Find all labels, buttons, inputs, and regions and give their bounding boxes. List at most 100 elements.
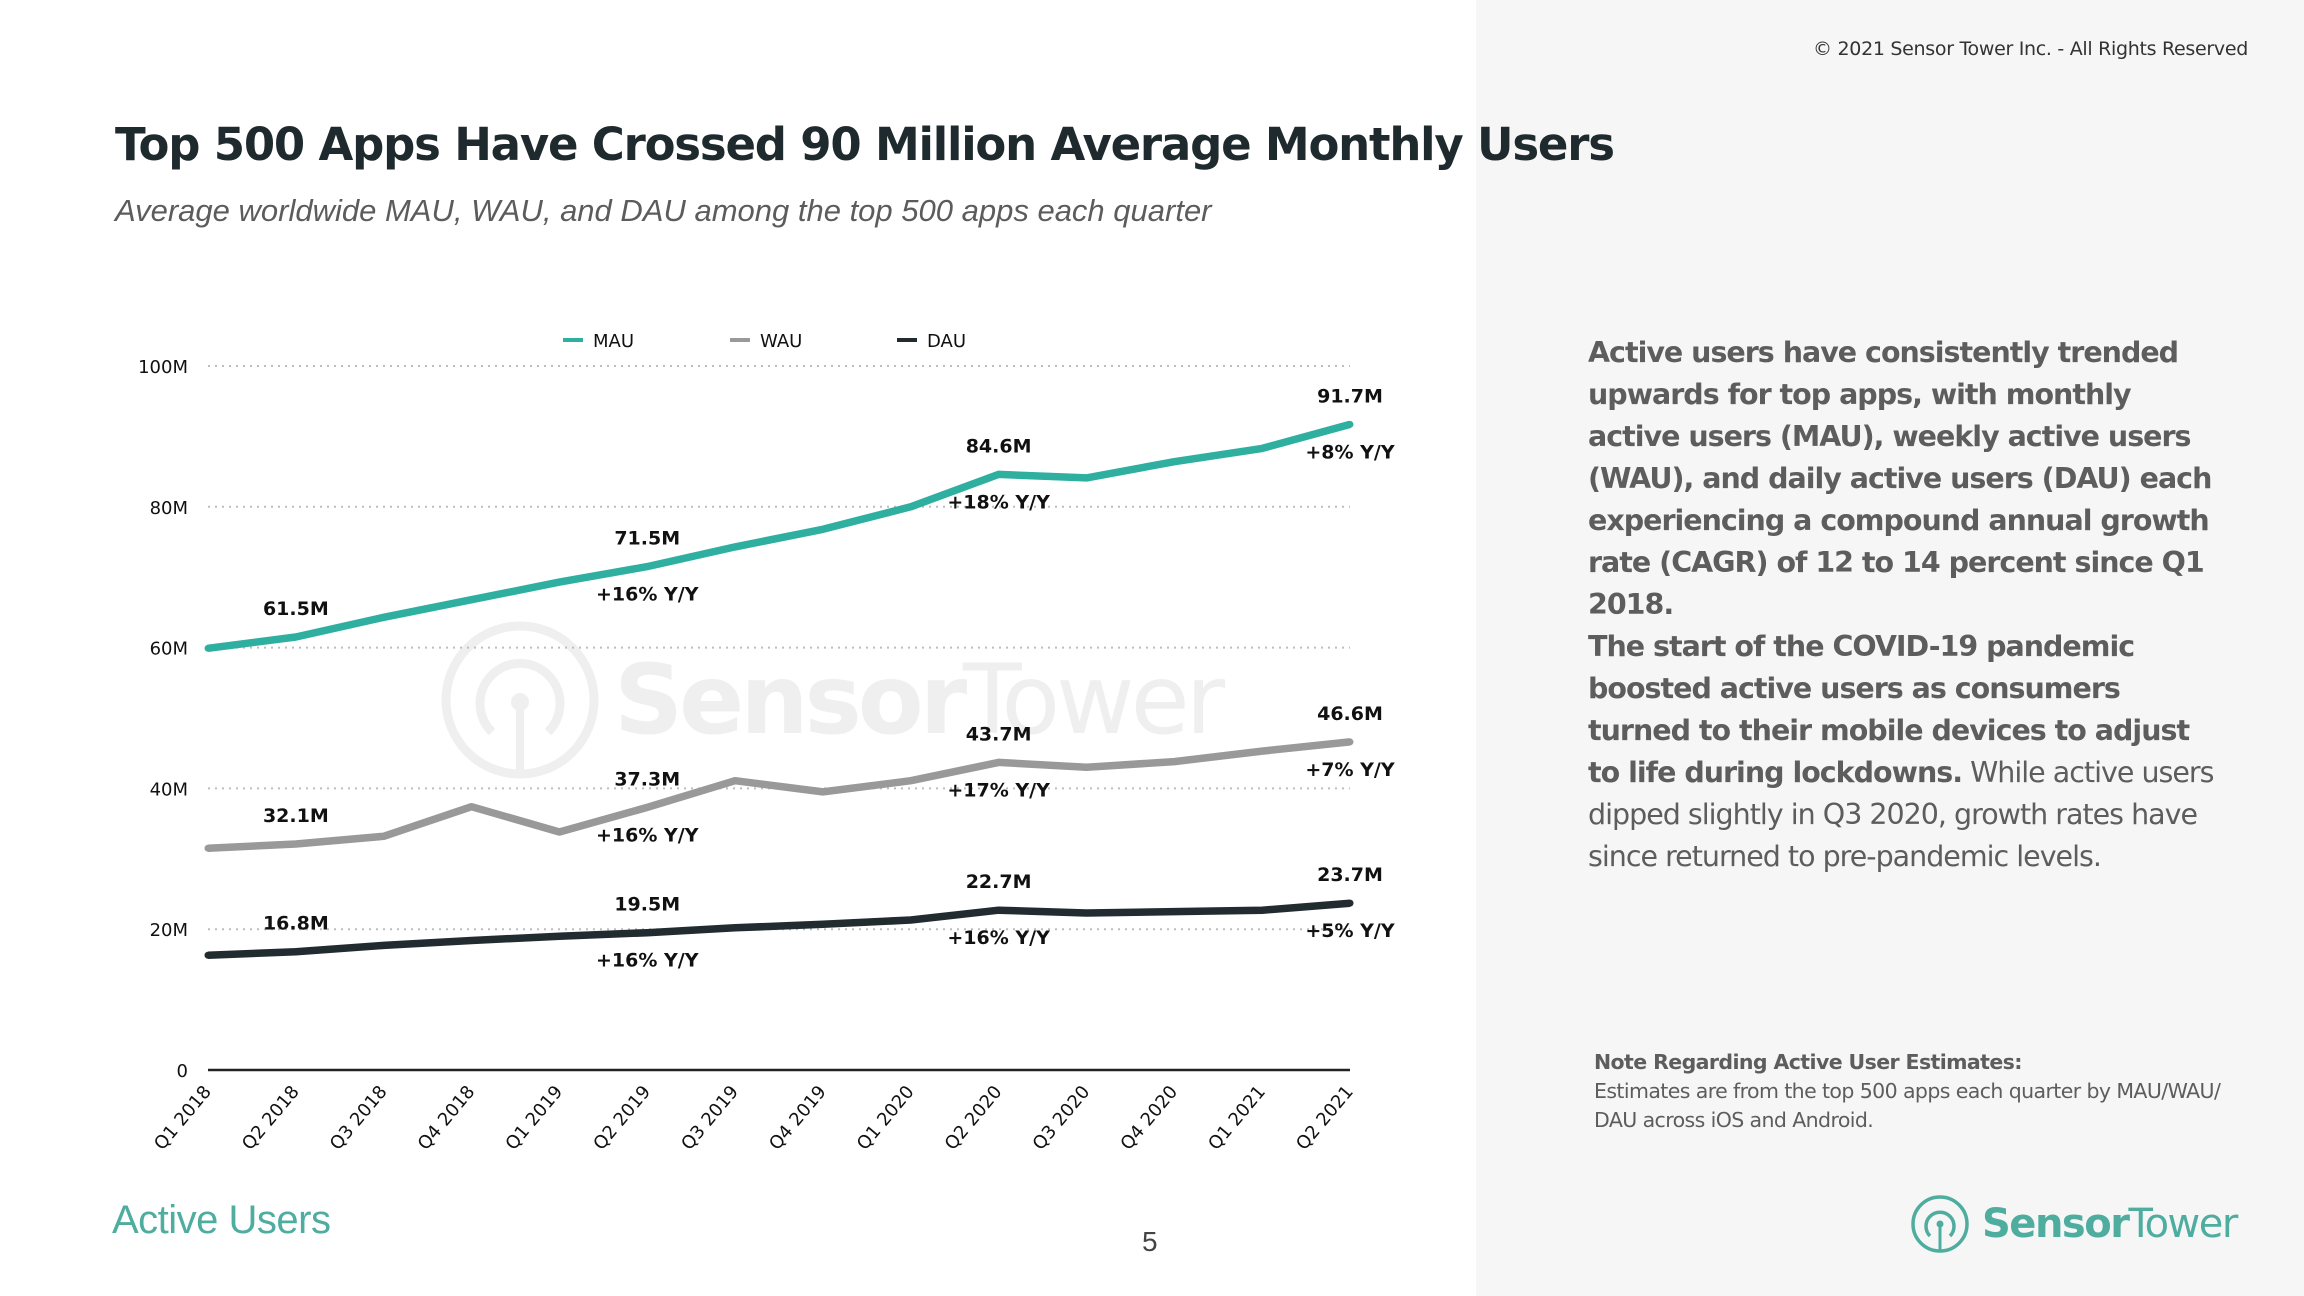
- data-value-label: 22.7M: [966, 871, 1032, 893]
- data-point-mau: [995, 470, 1003, 478]
- copyright-notice: © 2021 Sensor Tower Inc. - All Rights Re…: [1813, 38, 2248, 60]
- data-point-wau: [380, 832, 388, 840]
- data-point-mau: [1258, 444, 1266, 452]
- x-tick-label: Q1 2019: [502, 1082, 568, 1155]
- chart-grid: [208, 365, 1350, 1072]
- growth-label: +17% Y/Y: [947, 779, 1050, 801]
- data-point-dau: [643, 929, 651, 937]
- x-tick-label: Q1 2018: [150, 1082, 216, 1155]
- data-value-label: 37.3M: [614, 768, 680, 790]
- logo-text-bold: Sensor: [1982, 1201, 2130, 1247]
- growth-label: +8% Y/Y: [1305, 441, 1394, 463]
- data-value-label: 46.6M: [1317, 703, 1383, 725]
- logo-text: SensorTower: [1982, 1201, 2238, 1247]
- x-tick-label: Q4 2018: [414, 1082, 480, 1155]
- section-label: Active Users: [112, 1198, 331, 1242]
- slide-title: Top 500 Apps Have Crossed 90 Million Ave…: [115, 118, 1615, 171]
- data-point-dau: [1258, 906, 1266, 914]
- sensor-tower-logo-icon: [1911, 1195, 1969, 1253]
- x-tick-label: Q4 2020: [1116, 1082, 1182, 1155]
- data-value-label: 84.6M: [966, 435, 1032, 457]
- data-point-mau: [731, 543, 739, 551]
- data-point-dau: [468, 936, 476, 944]
- data-point-wau: [1170, 758, 1178, 766]
- data-point-wau: [292, 840, 300, 848]
- sidebar-paragraph-1: Active users have consistently trended u…: [1588, 336, 2212, 621]
- data-point-dau: [292, 948, 300, 956]
- data-point-wau: [819, 788, 827, 796]
- x-axis-ticks: Q1 2018 Q2 2018 Q3 2018 Q4 2018 Q1 2019 Q2 20…: [150, 1082, 1358, 1155]
- data-value-label: 71.5M: [614, 528, 680, 550]
- y-tick-label: 60M: [150, 639, 188, 660]
- legend-label-wau: WAU: [760, 331, 802, 352]
- data-point-mau: [380, 613, 388, 621]
- x-tick-label: Q1 2020: [853, 1082, 919, 1155]
- x-tick-label: Q3 2018: [326, 1082, 392, 1155]
- estimates-note: Note Regarding Active User Estimates: Es…: [1594, 1048, 2234, 1135]
- data-point-wau: [1346, 738, 1354, 746]
- x-tick-label: Q2 2020: [941, 1082, 1007, 1155]
- y-tick-label: 0: [177, 1061, 188, 1082]
- growth-label: +16% Y/Y: [596, 950, 699, 972]
- x-tick-label: Q1 2021: [1204, 1082, 1270, 1155]
- data-point-mau: [555, 578, 563, 586]
- sidebar-paragraph-2-bold: The start of the COVID-19 pandemic boost…: [1588, 630, 2190, 789]
- sidebar-paragraph-2: The start of the COVID-19 pandemic boost…: [1588, 626, 2228, 878]
- chart-legend: MAU WAU DAU: [563, 331, 966, 352]
- x-tick-label: Q2 2021: [1292, 1082, 1358, 1155]
- data-point-dau: [380, 941, 388, 949]
- y-tick-label: 40M: [150, 779, 188, 800]
- data-point-wau: [1082, 763, 1090, 771]
- data-point-wau: [731, 777, 739, 785]
- growth-label: +18% Y/Y: [947, 491, 1050, 513]
- y-tick-label: 20M: [150, 920, 188, 941]
- data-point-mau: [292, 633, 300, 641]
- series-line-dau: [207, 899, 1351, 959]
- data-point-dau: [819, 920, 827, 928]
- data-value-label: 23.7M: [1317, 864, 1383, 886]
- data-value-label: 16.8M: [263, 913, 329, 935]
- page-number: 5: [1142, 1226, 1158, 1257]
- watermark: SensorTower: [440, 620, 1225, 780]
- y-axis-ticks: 0 20M 40M 60M 80M 100M: [138, 357, 188, 1082]
- data-point-dau: [1346, 899, 1354, 907]
- data-point-dau: [731, 924, 739, 932]
- data-point-wau: [555, 828, 563, 836]
- growth-label: +5% Y/Y: [1305, 920, 1394, 942]
- data-point-dau: [1170, 908, 1178, 916]
- data-point-mau: [468, 596, 476, 604]
- data-value-label: 43.7M: [966, 723, 1032, 745]
- data-point-mau: [1082, 474, 1090, 482]
- growth-label: +7% Y/Y: [1305, 759, 1394, 781]
- slide-subtitle: Average worldwide MAU, WAU, and DAU amon…: [115, 193, 1212, 228]
- chart-series: [204, 420, 1354, 959]
- data-point-wau: [907, 777, 915, 785]
- y-tick-label: 100M: [138, 357, 188, 378]
- data-point-wau: [995, 758, 1003, 766]
- x-tick-label: Q4 2019: [765, 1082, 831, 1155]
- data-point-mau: [1170, 458, 1178, 466]
- x-tick-label: Q2 2018: [238, 1082, 304, 1155]
- data-point-dau: [1082, 909, 1090, 917]
- growth-label: +16% Y/Y: [596, 824, 699, 846]
- legend-label-mau: MAU: [593, 331, 634, 352]
- slide-side-panel: [1476, 0, 2304, 1296]
- data-point-dau: [555, 932, 563, 940]
- data-value-label: 91.7M: [1317, 385, 1383, 407]
- data-point-dau: [995, 906, 1003, 914]
- x-tick-label: Q3 2020: [1029, 1082, 1095, 1155]
- sensor-tower-logo-icon: [441, 621, 599, 779]
- data-point-dau: [204, 951, 212, 959]
- x-tick-label: Q3 2019: [677, 1082, 743, 1155]
- data-point-wau: [468, 803, 476, 811]
- watermark-text: SensorTower: [614, 644, 1225, 756]
- note-title: Note Regarding Active User Estimates:: [1594, 1050, 2022, 1074]
- note-body: Estimates are from the top 500 apps each…: [1594, 1079, 2221, 1132]
- data-point-wau: [1258, 747, 1266, 755]
- growth-label: +16% Y/Y: [947, 927, 1050, 949]
- series-line-wau: [207, 738, 1351, 852]
- data-point-mau: [204, 644, 212, 652]
- data-point-mau: [643, 563, 651, 571]
- chart-data-labels: 61.5M 71.5M +16% Y/Y 84.6M +18% Y/Y 91.7M +8% …: [263, 385, 1395, 971]
